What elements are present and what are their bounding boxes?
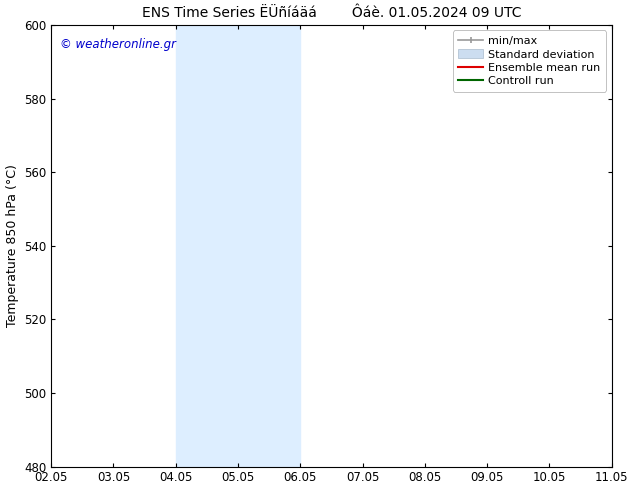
Bar — [176, 25, 301, 466]
Y-axis label: Temperature 850 hPa (°C): Temperature 850 hPa (°C) — [6, 164, 18, 327]
Bar — [612, 25, 634, 466]
Legend: min/max, Standard deviation, Ensemble mean run, Controll run: min/max, Standard deviation, Ensemble me… — [453, 30, 606, 92]
Text: © weatheronline.gr: © weatheronline.gr — [60, 38, 176, 51]
Title: ENS Time Series ËÜñíáäá        Ôáè. 01.05.2024 09 UTC: ENS Time Series ËÜñíáäá Ôáè. 01.05.2024 … — [142, 5, 521, 20]
